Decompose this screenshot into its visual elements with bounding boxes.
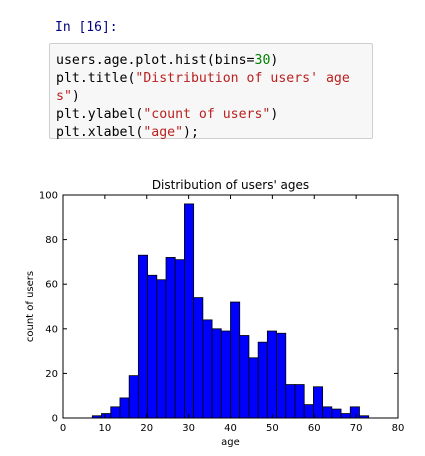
x-tick-label: 0 — [60, 423, 66, 434]
histogram-bar — [184, 203, 195, 419]
code-line: s") — [56, 88, 350, 106]
histogram-bar — [294, 384, 305, 419]
code-token: 30 — [254, 53, 271, 68]
histogram-bar — [303, 404, 314, 419]
code-line: plt.title("Distribution of users' age — [56, 70, 350, 88]
code-editor[interactable]: users.age.plot.hist(bins=30) plt.title("D… — [56, 52, 350, 142]
histogram-bar — [266, 330, 277, 419]
code-token: plt.xlabel( — [56, 125, 144, 140]
histogram-bar — [147, 274, 158, 419]
histogram-bar — [156, 279, 167, 419]
histogram-bar — [276, 332, 287, 419]
code-token: ) — [270, 107, 279, 122]
histogram-chart: 0 10 20 30 40 50 60 70 80 0 20 40 60 80 100 Distributio… — [25, 178, 405, 448]
x-axis-label: age — [221, 437, 240, 448]
code-token: plt.ylabel( — [56, 107, 144, 122]
histogram-bar — [248, 357, 259, 419]
x-tick-label: 20 — [140, 423, 153, 434]
y-tick-label: 100 — [39, 191, 58, 202]
y-tick-label: 0 — [52, 414, 58, 425]
code-token: s" — [56, 89, 72, 104]
histogram-bar — [202, 319, 213, 419]
code-token: ); — [183, 125, 199, 140]
x-tick-label: 40 — [224, 423, 237, 434]
code-line: plt.ylabel("count of users") — [56, 106, 350, 124]
code-token: ) — [71, 89, 80, 104]
histogram-bar — [119, 397, 130, 419]
histogram-bar — [322, 406, 333, 419]
chart-title: Distribution of users' ages — [152, 178, 309, 192]
histogram-bar — [285, 384, 296, 419]
histogram-bar — [230, 301, 241, 419]
histogram-bar — [331, 408, 342, 419]
code-token: plt.title( — [56, 71, 136, 86]
y-axis-label: count of users — [25, 271, 36, 342]
histogram-bar — [174, 259, 185, 419]
x-tick-label: 30 — [182, 423, 195, 434]
histogram-bar — [313, 386, 324, 419]
code-token: "Distribution of users' age — [135, 71, 350, 86]
code-token: "count of users" — [143, 107, 271, 122]
code-token: ) — [270, 53, 279, 68]
histogram-bar — [128, 375, 139, 419]
histogram-bar — [220, 330, 231, 419]
histogram-bar — [165, 257, 176, 419]
input-prompt: In [16]: — [55, 20, 118, 35]
histogram-bar — [101, 413, 112, 419]
code-line: plt.xlabel("age"); — [56, 124, 350, 142]
y-tick-label: 40 — [45, 324, 58, 335]
histogram-bar — [193, 297, 204, 419]
y-tick-label: 20 — [45, 369, 58, 380]
code-token: "age" — [143, 125, 184, 140]
y-tick-label: 80 — [45, 235, 58, 246]
code-token: users.age.plot.hist(bins= — [56, 53, 255, 68]
histogram-bar — [137, 254, 148, 419]
x-tick-label: 60 — [308, 423, 321, 434]
x-tick-label: 50 — [266, 423, 279, 434]
code-line: users.age.plot.hist(bins=30) — [56, 52, 350, 70]
histogram-bar — [349, 406, 360, 419]
x-tick-label: 80 — [392, 423, 405, 434]
histogram-bar — [239, 335, 250, 419]
y-tick-label: 60 — [45, 280, 58, 291]
histogram-bar — [211, 328, 222, 419]
histogram-bar — [340, 413, 351, 419]
histogram-bar — [257, 341, 268, 419]
x-tick-label: 10 — [99, 423, 112, 434]
output-area: 0 10 20 30 40 50 60 70 80 0 20 40 60 80 100 Distributio… — [0, 170, 425, 456]
x-tick-label: 70 — [350, 423, 363, 434]
code-cell[interactable]: users.age.plot.hist(bins=30) plt.title("D… — [49, 43, 373, 142]
histogram-bar — [110, 406, 121, 419]
